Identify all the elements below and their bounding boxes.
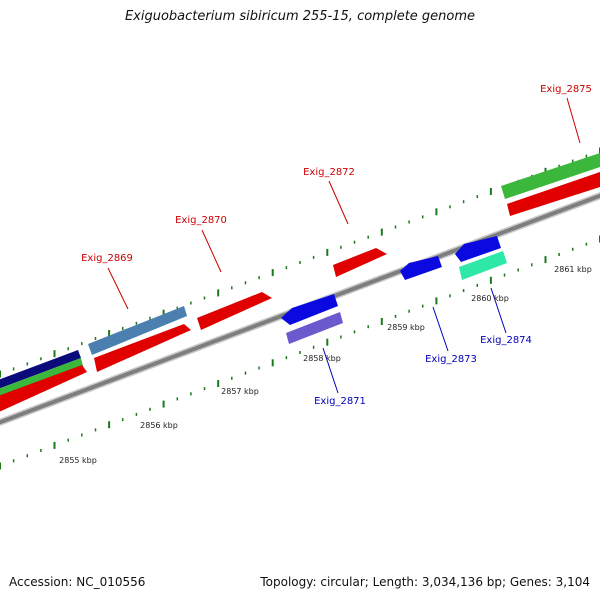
gene-arrow[interactable]: [455, 236, 501, 262]
callout-exig-2871: [322, 347, 339, 394]
gene-label-exig-2869[interactable]: Exig_2869: [81, 253, 133, 264]
feature-navy[interactable]: [0, 350, 81, 392]
callout-exig-2874: [490, 287, 507, 334]
cds-bar[interactable]: [88, 306, 187, 355]
scale-label: 2858 kbp: [303, 354, 341, 363]
scale-label: 2859 kbp: [387, 323, 425, 332]
gene-label-exig-2874[interactable]: Exig_2874: [480, 335, 532, 346]
scale-label: 2861 kbp: [554, 265, 592, 274]
gene-labels: Exig_2869 Exig_2870 Exig_2871 Exig_2872 …: [81, 84, 592, 407]
gene-arrow[interactable]: [94, 324, 191, 372]
gene-arrow[interactable]: [400, 256, 442, 280]
gene-label-exig-2875[interactable]: Exig_2875: [540, 84, 592, 95]
gene-label-exig-2871[interactable]: Exig_2871: [314, 396, 366, 407]
cds-bar[interactable]: [286, 312, 343, 344]
callout-exig-2873: [432, 306, 449, 352]
gene-label-exig-2873[interactable]: Exig_2873: [425, 354, 477, 365]
callout-lines: [107, 97, 581, 394]
gene-arrow[interactable]: [197, 292, 272, 330]
lower-tick-row: [0, 235, 600, 470]
gene-arrow[interactable]: [507, 172, 600, 216]
gene-exig-2874[interactable]: [455, 236, 507, 280]
accession-text: Accession: NC_010556: [9, 575, 146, 589]
scale-label: 2857 kbp: [221, 387, 259, 396]
gene-exig-2875[interactable]: [501, 153, 600, 216]
cds-bar[interactable]: [501, 153, 600, 199]
gene-arrow[interactable]: [281, 294, 338, 325]
genome-summary-text: Topology: circular; Length: 3,034,136 bp…: [260, 575, 590, 589]
gene-exig-2872[interactable]: [333, 248, 387, 277]
feature-green[interactable]: [0, 358, 83, 401]
callout-exig-2875: [566, 97, 581, 144]
callout-exig-2869: [107, 267, 129, 310]
scale-label: 2860 kbp: [471, 294, 509, 303]
gene-label-exig-2872[interactable]: Exig_2872: [303, 167, 355, 178]
left-edge-features: [0, 350, 87, 416]
callout-exig-2870: [201, 229, 222, 273]
scale-label: 2855 kbp: [59, 456, 97, 465]
cds-bar[interactable]: [459, 251, 507, 280]
gene-exig-2870[interactable]: [197, 292, 272, 330]
feature-red-left[interactable]: [0, 365, 87, 416]
scale-label: 2856 kbp: [140, 421, 178, 430]
gene-exig-2873[interactable]: [400, 256, 442, 280]
gene-arrow[interactable]: [333, 248, 387, 277]
gene-label-exig-2870[interactable]: Exig_2870: [175, 215, 227, 226]
gene-exig-2871[interactable]: [281, 294, 343, 344]
scale-labels: 2855 kbp 2856 kbp 2857 kbp 2858 kbp 2859…: [59, 265, 592, 465]
map-title: Exiguobacterium sibiricum 255-15, comple…: [124, 9, 476, 24]
callout-exig-2872: [328, 180, 349, 225]
gene-exig-2869[interactable]: [88, 306, 191, 372]
